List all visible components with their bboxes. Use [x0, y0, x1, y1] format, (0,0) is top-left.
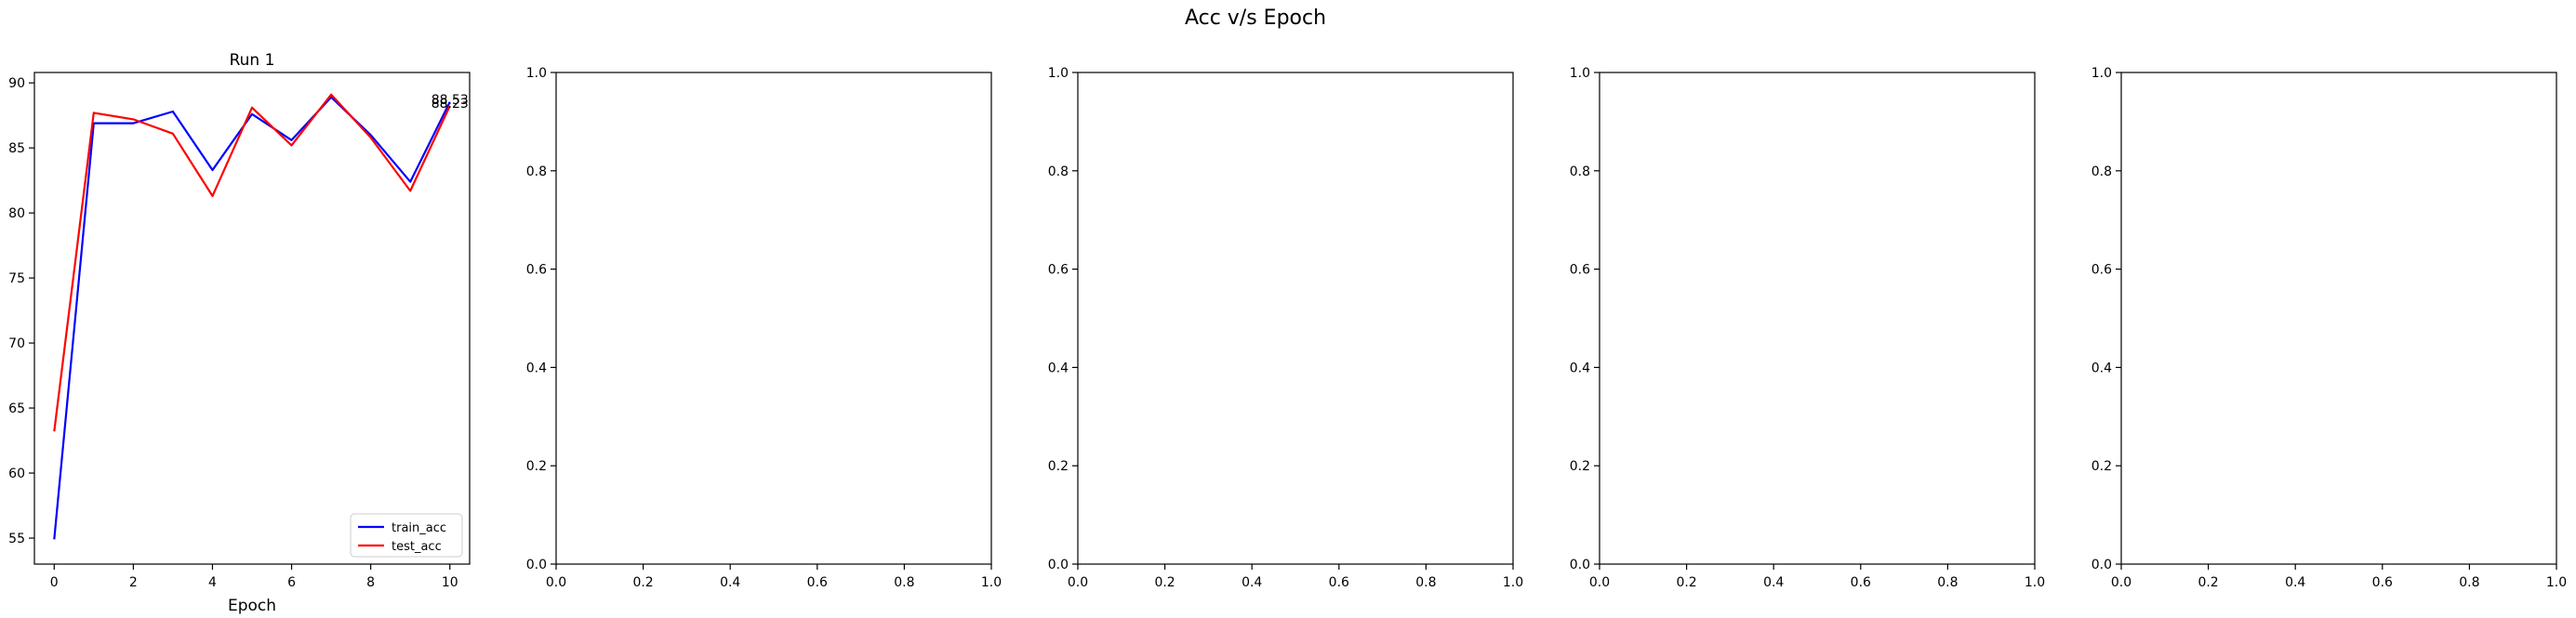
x-tick-label: 0.4 — [1242, 575, 1262, 590]
x-tick-label: 0.6 — [2372, 575, 2393, 590]
x-tick-label: 4 — [208, 575, 217, 590]
y-tick-label: 75 — [8, 271, 25, 286]
x-tick-label: 0.0 — [1589, 575, 1610, 590]
y-tick-label: 0.8 — [2091, 164, 2112, 179]
y-tick-label: 0.8 — [1570, 164, 1590, 179]
axes-frame — [33, 72, 471, 565]
legend-label-train_acc: train_acc — [392, 521, 446, 535]
x-tick-label: 6 — [287, 575, 296, 590]
y-tick-label: 0.6 — [1048, 263, 1069, 278]
x-tick-label: 1.0 — [2025, 575, 2045, 590]
subplot-2: 0.0 0.2 0.4 0.6 0.8 1.0 0.0 0.2 0.4 0.6 0.8 1.0 — [526, 66, 1002, 590]
x-tick-label: 0.8 — [1937, 575, 1958, 590]
y-tick-label: 1.0 — [1048, 66, 1069, 81]
subplot-3: 0.0 0.2 0.4 0.6 0.8 1.0 0.0 0.2 0.4 0.6 0.8 1.0 — [1048, 66, 1523, 590]
x-tick-label: 0.8 — [894, 575, 914, 590]
y-tick-label: 0.2 — [526, 459, 547, 474]
axes-frame — [555, 72, 992, 565]
y-tick-label: 1.0 — [1570, 66, 1590, 81]
y-tick-label: 90 — [8, 76, 25, 91]
y-tick-label: 85 — [8, 141, 25, 156]
x-tick-label: 0.6 — [1851, 575, 1871, 590]
y-tick-label: 0.6 — [1570, 263, 1590, 278]
subplot-1: 0 2 4 6 8 10 55 60 65 70 75 80 85 90 Run 1 Epoch 88.5388… — [8, 51, 471, 615]
y-tick-label: 0.0 — [526, 558, 547, 572]
y-tick-label: 0.0 — [2091, 558, 2112, 572]
subplot-5: 0.0 0.2 0.4 0.6 0.8 1.0 0.0 0.2 0.4 0.6 0.8 1.0 — [2091, 66, 2567, 590]
x-tick-label: 0.4 — [720, 575, 740, 590]
series-line-test_acc — [53, 93, 451, 432]
axes-frame — [1599, 72, 2036, 565]
x-tick-label: 0.2 — [2198, 575, 2218, 590]
y-tick-label: 0.0 — [1048, 558, 1069, 572]
y-tick-label: 1.0 — [526, 66, 547, 81]
x-tick-label: 0 — [50, 575, 59, 590]
y-tick-label: 0.4 — [526, 361, 547, 375]
y-tick-label: 0.8 — [1048, 164, 1069, 179]
y-tick-label: 0.2 — [1048, 459, 1069, 474]
x-tick-label: 0.8 — [2459, 575, 2479, 590]
x-tick-label: 8 — [366, 575, 375, 590]
x-tick-label: 0.0 — [1068, 575, 1088, 590]
series-line-train_acc — [53, 96, 451, 540]
x-tick-label: 0.6 — [1329, 575, 1349, 590]
y-tick-label: 70 — [8, 336, 25, 351]
x-tick-label: 0.2 — [1154, 575, 1175, 590]
x-tick-label: 1.0 — [981, 575, 1002, 590]
x-tick-label: 0.8 — [1415, 575, 1436, 590]
y-tick-label: 0.2 — [1570, 459, 1590, 474]
x-tick-label: 1.0 — [1503, 575, 1523, 590]
x-tick-label: 2 — [129, 575, 138, 590]
data-label-train_acc: 88.53 — [432, 93, 469, 108]
y-tick-label: 0.0 — [1570, 558, 1590, 572]
x-tick-label: 0.2 — [632, 575, 653, 590]
y-tick-label: 0.4 — [2091, 361, 2112, 375]
y-tick-label: 80 — [8, 206, 25, 221]
y-tick-label: 60 — [8, 467, 25, 481]
axes-frame — [2120, 72, 2557, 565]
y-tick-label: 0.4 — [1570, 361, 1590, 375]
subplot-4: 0.0 0.2 0.4 0.6 0.8 1.0 0.0 0.2 0.4 0.6 0.8 1.0 — [1570, 66, 2045, 590]
y-tick-label: 1.0 — [2091, 66, 2112, 81]
subplot-panels: 0 2 4 6 8 10 55 60 65 70 75 80 85 90 Run 1 Epoch 88.5388… — [8, 51, 2567, 615]
data-label-test_acc: 88.23 — [432, 97, 469, 112]
x-tick-label: 0.0 — [546, 575, 566, 590]
figure-suptitle: Acc v/s Epoch — [1185, 7, 1326, 30]
y-tick-label: 0.8 — [526, 164, 547, 179]
x-tick-label: 0.4 — [2285, 575, 2305, 590]
y-tick-label: 0.4 — [1048, 361, 1069, 375]
y-tick-label: 0.6 — [2091, 263, 2112, 278]
legend-label-test_acc: test_acc — [392, 540, 442, 554]
x-tick-label: 0.0 — [2111, 575, 2131, 590]
y-tick-label: 55 — [8, 532, 25, 546]
x-tick-label: 10 — [442, 575, 458, 590]
y-tick-label: 0.2 — [2091, 459, 2112, 474]
x-tick-label: 0.2 — [1676, 575, 1696, 590]
y-tick-label: 65 — [8, 401, 25, 416]
y-tick-label: 0.6 — [526, 263, 547, 278]
axes-frame — [1077, 72, 1514, 565]
x-tick-label: 0.6 — [807, 575, 828, 590]
subplot-title: Run 1 — [230, 51, 275, 70]
x-tick-label: 1.0 — [2546, 575, 2567, 590]
x-axis-label: Epoch — [228, 597, 276, 615]
x-tick-label: 0.4 — [1763, 575, 1784, 590]
